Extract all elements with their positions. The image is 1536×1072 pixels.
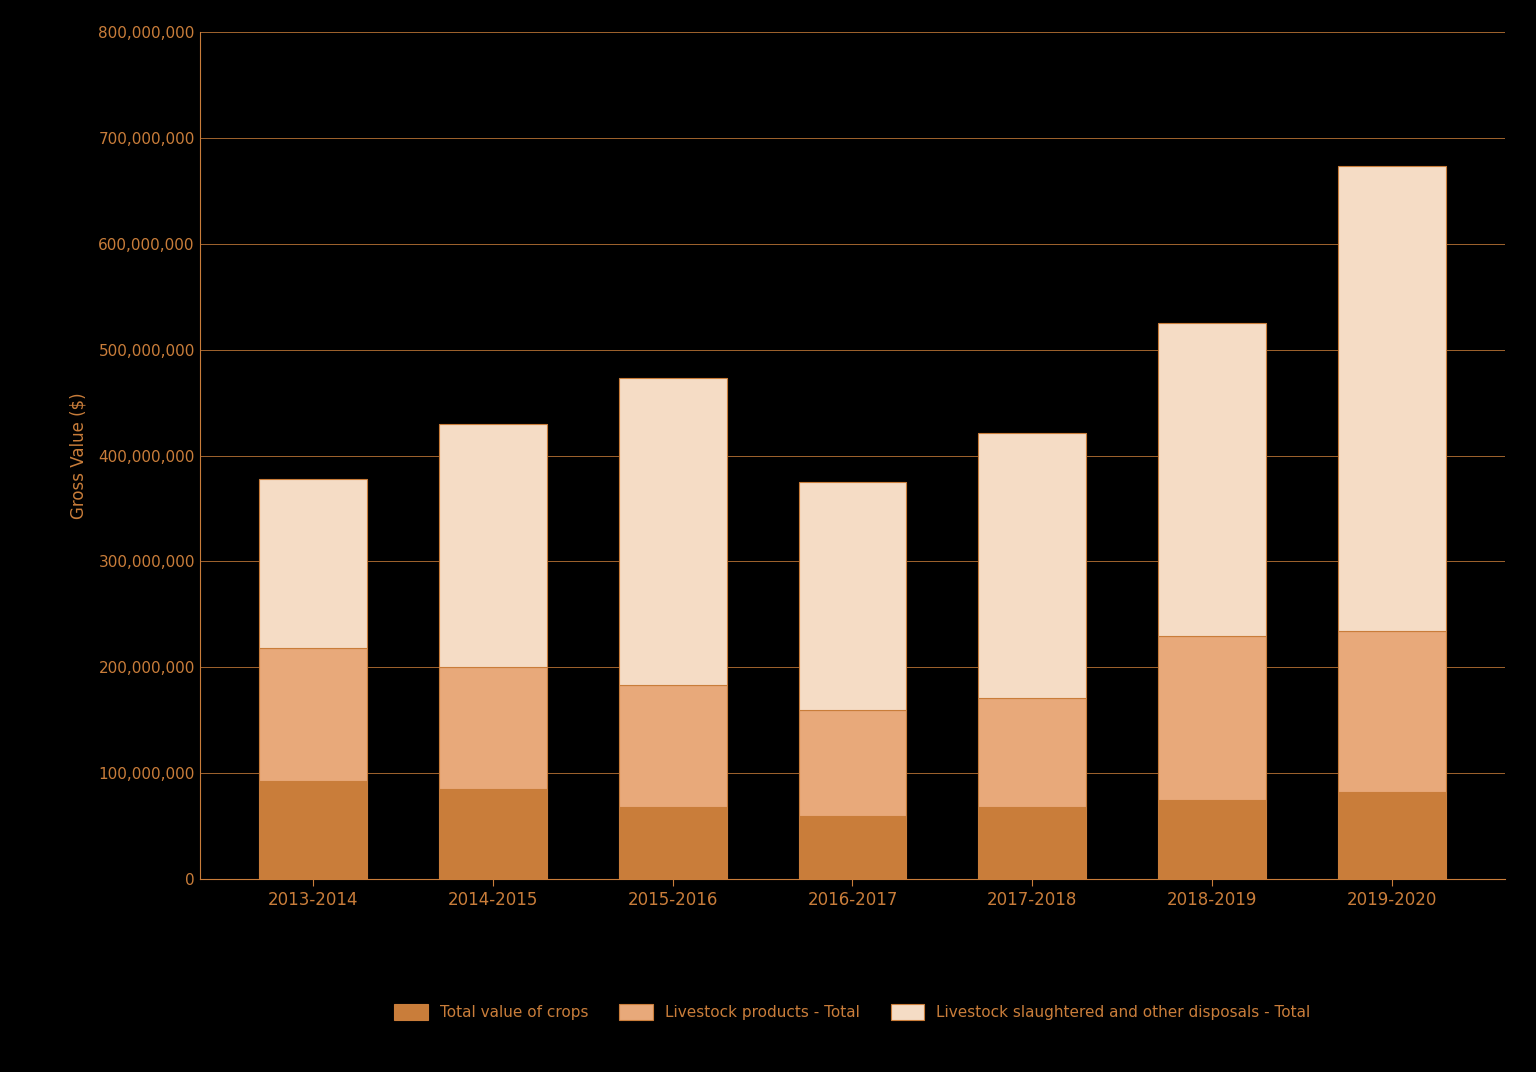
Bar [619, 378, 727, 685]
Bar [1338, 792, 1445, 879]
Bar [799, 482, 906, 710]
Bar [799, 710, 906, 816]
Bar [978, 698, 1086, 807]
Bar [260, 780, 367, 879]
Bar [1158, 324, 1266, 636]
Bar [978, 433, 1086, 698]
Bar [1338, 631, 1445, 792]
Bar [619, 807, 727, 879]
Bar [799, 816, 906, 879]
Bar [978, 807, 1086, 879]
Bar [619, 685, 727, 807]
Y-axis label: Gross Value ($): Gross Value ($) [69, 392, 88, 519]
Bar [260, 479, 367, 649]
Bar [1158, 800, 1266, 879]
Bar [1338, 165, 1445, 631]
Legend: Total value of crops, Livestock products - Total, Livestock slaughtered and othe: Total value of crops, Livestock products… [387, 997, 1318, 1028]
Bar [439, 789, 547, 879]
Bar [439, 667, 547, 789]
Bar [439, 423, 547, 667]
Bar [260, 649, 367, 780]
Bar [1158, 636, 1266, 800]
